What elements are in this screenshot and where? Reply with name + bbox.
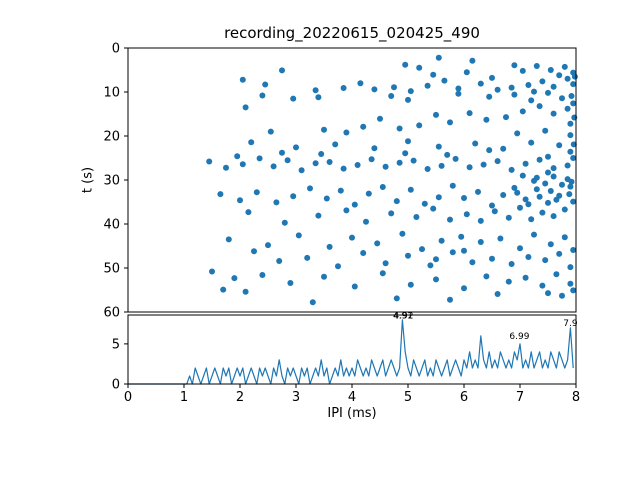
svg-text:10: 10 xyxy=(103,86,120,101)
svg-text:4: 4 xyxy=(348,390,356,405)
svg-text:7.9: 7.9 xyxy=(563,319,578,329)
svg-text:5: 5 xyxy=(112,337,120,352)
svg-text:40: 40 xyxy=(103,218,120,233)
svg-text:4.91: 4.91 xyxy=(393,312,413,322)
svg-text:20: 20 xyxy=(103,130,120,145)
svg-text:1: 1 xyxy=(180,390,188,405)
plot-title: recording_20220615_020425_490 xyxy=(224,24,480,42)
svg-text:2: 2 xyxy=(236,390,244,405)
svg-text:6: 6 xyxy=(460,390,468,405)
svg-text:60: 60 xyxy=(103,306,120,321)
svg-text:0: 0 xyxy=(112,42,120,57)
svg-text:7: 7 xyxy=(516,390,524,405)
svg-text:30: 30 xyxy=(103,174,120,189)
svg-text:6.99: 6.99 xyxy=(509,332,529,342)
svg-text:8: 8 xyxy=(572,390,580,405)
svg-text:5: 5 xyxy=(404,390,412,405)
x-axis-label: IPI (ms) xyxy=(327,406,377,421)
svg-text:50: 50 xyxy=(103,262,120,277)
svg-text:0: 0 xyxy=(112,378,120,393)
svg-text:4.92: 4.92 xyxy=(393,312,413,322)
svg-text:0: 0 xyxy=(124,390,132,405)
svg-text:3: 3 xyxy=(292,390,300,405)
